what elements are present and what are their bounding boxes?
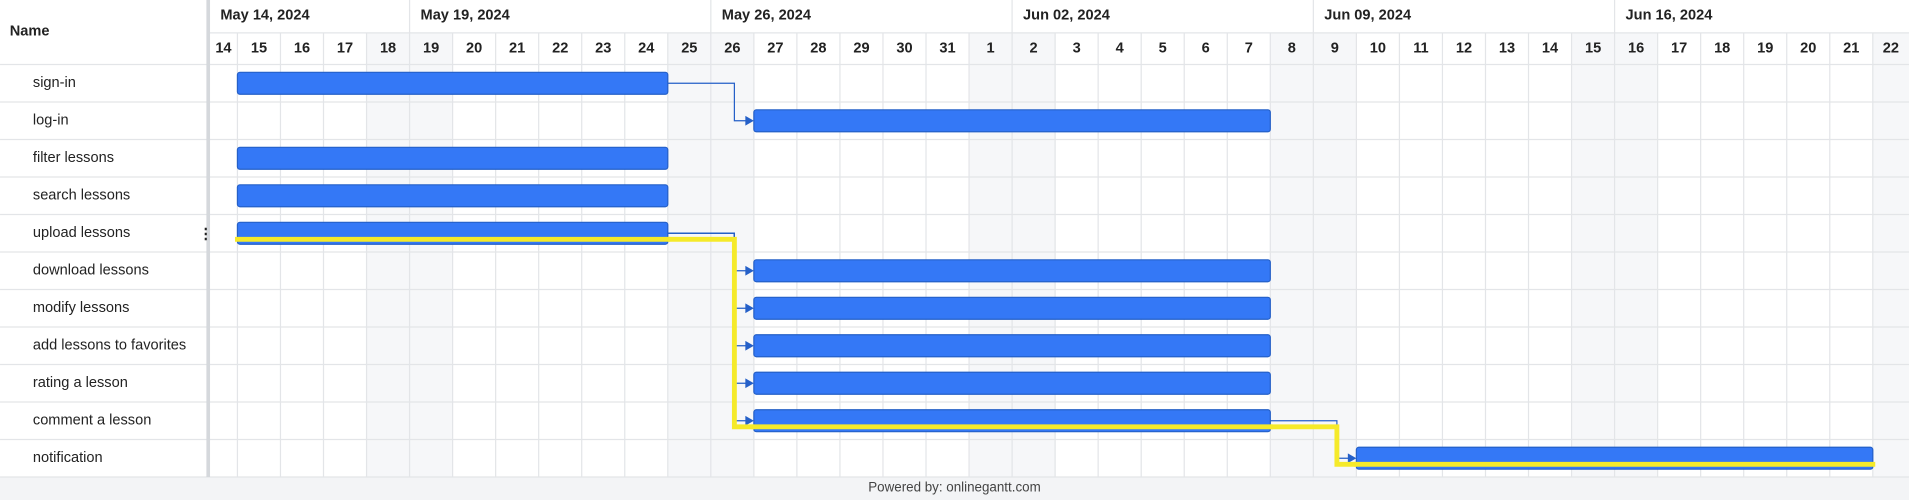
- day-label: 9: [1331, 41, 1339, 57]
- day-label: 23: [595, 41, 611, 57]
- weekend-shade: [1872, 32, 1909, 477]
- day-label: 26: [724, 41, 740, 57]
- task-bar: [753, 109, 1271, 133]
- task-name: search lessons: [33, 188, 130, 204]
- day-label: 3: [1073, 41, 1081, 57]
- task-name: upload lessons: [33, 225, 130, 241]
- day-label: 21: [509, 41, 525, 57]
- name-header: Name: [10, 24, 50, 40]
- weekend-shade: [1012, 32, 1056, 477]
- day-label: 7: [1245, 41, 1253, 57]
- day-label: 8: [1288, 41, 1296, 57]
- day-label: 18: [380, 41, 396, 57]
- week-label: Jun 09, 2024: [1324, 8, 1412, 24]
- day-label: 6: [1202, 41, 1210, 57]
- dependency-arrow: [745, 378, 754, 389]
- dependency-arrow: [1347, 453, 1357, 464]
- critical-link: [667, 236, 754, 430]
- day-label: 19: [423, 41, 439, 57]
- day-label: 27: [767, 41, 783, 57]
- dependency-arrow: [745, 303, 754, 314]
- dependency-arrow: [745, 265, 754, 276]
- week-label: May 19, 2024: [421, 8, 511, 24]
- day-label: 12: [1456, 41, 1472, 57]
- weekend-shade: [667, 32, 711, 477]
- task-bar: [753, 296, 1271, 320]
- day-label: 16: [1628, 41, 1644, 57]
- week-label: Jun 02, 2024: [1023, 8, 1111, 24]
- task-bar: [753, 334, 1271, 358]
- day-label: 21: [1843, 41, 1859, 57]
- day-label: 22: [552, 41, 568, 57]
- day-label: 22: [1883, 41, 1899, 57]
- footer: Powered by: onlinegantt.com: [868, 480, 1041, 495]
- row-handle: ⋮: [198, 226, 213, 242]
- day-label: 28: [810, 41, 826, 57]
- task-name: add lessons to favorites: [33, 338, 186, 354]
- day-label: 17: [1671, 41, 1687, 57]
- weekend-shade: [969, 32, 1013, 477]
- day-label: 17: [337, 41, 353, 57]
- day-label: 30: [896, 41, 912, 57]
- day-label: 31: [939, 41, 955, 57]
- day-label: 2: [1030, 41, 1038, 57]
- day-label: 29: [853, 41, 869, 57]
- task-name: notification: [33, 450, 103, 466]
- dependency-link: [667, 82, 747, 122]
- critical-link: [1270, 424, 1357, 467]
- day-label: 14: [215, 41, 232, 57]
- task-name: download lessons: [33, 263, 149, 279]
- day-label: 20: [1800, 41, 1816, 57]
- day-label: 11: [1413, 41, 1428, 57]
- weekend-shade: [409, 32, 453, 477]
- task-bar: [753, 371, 1271, 395]
- task-bar: [236, 184, 669, 208]
- dependency-arrow: [745, 115, 754, 126]
- task-name: modify lessons: [33, 300, 130, 316]
- day-label: 13: [1499, 41, 1515, 57]
- task-bar: [753, 259, 1271, 283]
- week-label: May 26, 2024: [722, 8, 812, 24]
- task-name: log-in: [33, 113, 69, 129]
- dependency-arrow: [745, 340, 754, 351]
- day-label: 24: [638, 41, 655, 57]
- footer-bar: [0, 477, 1909, 500]
- task-name: filter lessons: [33, 150, 114, 166]
- task-name: rating a lesson: [33, 375, 128, 391]
- day-label: 16: [294, 41, 310, 57]
- week-label: Jun 16, 2024: [1626, 8, 1714, 24]
- day-label: 20: [466, 41, 482, 57]
- weekend-shade: [1270, 32, 1314, 477]
- weekend-shade: [1571, 32, 1615, 477]
- day-label: 25: [681, 41, 697, 57]
- day-label: 14: [1542, 41, 1559, 57]
- day-label: 18: [1714, 41, 1730, 57]
- day-label: 15: [251, 41, 267, 57]
- dependency-arrow: [745, 415, 754, 426]
- day-label: 5: [1159, 41, 1167, 57]
- day-label: 10: [1370, 41, 1386, 57]
- day-label: 1: [987, 41, 995, 57]
- day-label: 15: [1585, 41, 1601, 57]
- weekend-shade: [1614, 32, 1658, 477]
- day-label: 4: [1116, 41, 1125, 57]
- day-label: 19: [1757, 41, 1773, 57]
- task-name: sign-in: [33, 75, 76, 91]
- task-name: comment a lesson: [33, 413, 151, 429]
- task-bar: [236, 71, 669, 95]
- task-bar: [236, 146, 669, 170]
- weekend-shade: [1313, 32, 1357, 477]
- week-label: May 14, 2024: [220, 8, 310, 24]
- weekend-shade: [366, 32, 410, 477]
